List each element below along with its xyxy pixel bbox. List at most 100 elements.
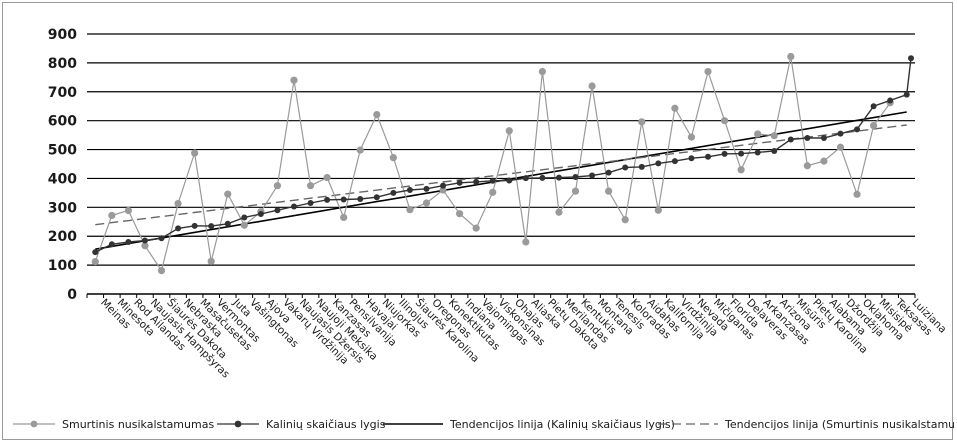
data-point-violent-crime xyxy=(240,221,248,229)
y-tick-label: 800 xyxy=(48,56,77,72)
data-point-incarceration xyxy=(671,158,678,165)
data-point-incarceration xyxy=(787,136,794,143)
y-tick-label: 600 xyxy=(48,114,77,130)
legend-swatch-marker xyxy=(30,420,38,428)
data-point-violent-crime xyxy=(555,208,563,216)
legend-label: Smurtinis nusikalstamumas xyxy=(62,418,214,431)
data-point-incarceration xyxy=(908,55,914,62)
data-point-violent-crime xyxy=(340,213,348,222)
data-point-incarceration xyxy=(738,150,745,157)
data-point-violent-crime xyxy=(91,258,99,266)
data-point-violent-crime xyxy=(174,199,182,208)
data-point-violent-crime xyxy=(654,206,662,214)
legend-label: Kalinių skaičiaus lygis xyxy=(266,418,386,431)
y-tick-label: 300 xyxy=(48,200,77,216)
data-point-violent-crime xyxy=(522,238,530,246)
data-point-incarceration xyxy=(208,223,215,230)
data-point-violent-crime xyxy=(770,132,778,140)
data-point-violent-crime xyxy=(737,166,745,174)
data-point-incarceration xyxy=(489,177,496,184)
data-point-violent-crime xyxy=(588,82,596,90)
data-point-violent-crime xyxy=(406,206,414,214)
data-point-violent-crime xyxy=(754,130,762,138)
data-point-violent-crime xyxy=(638,118,646,126)
data-point-incarceration xyxy=(440,182,447,189)
data-point-incarceration xyxy=(804,135,811,141)
data-point-incarceration xyxy=(191,222,198,229)
data-point-violent-crime xyxy=(803,162,811,170)
data-point-incarceration xyxy=(92,249,99,256)
data-point-incarceration xyxy=(357,195,364,202)
data-point-incarceration xyxy=(456,179,463,186)
data-point-incarceration xyxy=(473,178,480,185)
y-tick-label: 500 xyxy=(48,143,77,159)
data-point-incarceration xyxy=(754,149,761,156)
data-point-violent-crime xyxy=(141,242,149,250)
data-point-incarceration xyxy=(721,150,728,157)
data-point-incarceration xyxy=(522,175,529,182)
data-point-violent-crime xyxy=(472,224,480,232)
data-point-incarceration xyxy=(622,164,629,171)
data-point-incarceration xyxy=(274,207,281,214)
data-point-violent-crime xyxy=(671,104,679,112)
y-tick-label: 400 xyxy=(48,171,77,187)
data-point-violent-crime xyxy=(157,267,166,275)
legend: Smurtinis nusikalstamumas Kalinių skaičia… xyxy=(13,418,957,431)
data-point-incarceration xyxy=(903,91,910,98)
trendline-violent-crime xyxy=(95,124,907,226)
legend-label: Tendencijos linija (Kalinių skaičiaus ly… xyxy=(449,418,675,431)
data-point-incarceration xyxy=(572,174,579,180)
gridlines xyxy=(87,33,915,266)
data-point-violent-crime xyxy=(439,186,447,194)
data-point-incarceration xyxy=(605,169,612,176)
data-point-violent-crime xyxy=(389,154,397,162)
data-point-incarceration xyxy=(655,160,662,167)
data-point-incarceration xyxy=(854,126,861,133)
data-point-violent-crime xyxy=(456,210,464,218)
data-point-incarceration xyxy=(423,185,430,192)
data-point-violent-crime xyxy=(505,127,513,135)
y-tick-label: 0 xyxy=(67,287,77,303)
data-point-violent-crime xyxy=(224,190,232,198)
series-line-violent-crime xyxy=(94,56,891,273)
legend-label: Tendencijos linija (Smurtinis nusikalsta… xyxy=(724,418,954,431)
data-point-violent-crime xyxy=(306,182,315,190)
data-point-violent-crime xyxy=(836,143,845,151)
data-point-violent-crime xyxy=(853,190,861,198)
data-point-incarceration xyxy=(175,225,182,232)
data-point-incarceration xyxy=(158,235,165,242)
data-point-incarceration xyxy=(771,148,778,154)
data-point-incarceration xyxy=(705,153,711,160)
data-point-violent-crime xyxy=(820,157,828,165)
data-point-incarceration xyxy=(141,237,148,244)
data-point-incarceration xyxy=(555,174,562,181)
data-point-incarceration xyxy=(506,177,513,184)
data-point-violent-crime xyxy=(605,187,613,195)
legend-swatch-marker xyxy=(234,420,242,428)
data-point-incarceration xyxy=(241,214,248,221)
y-tick-label: 700 xyxy=(48,85,77,101)
data-point-violent-crime xyxy=(538,67,547,76)
line-chart: 0 100 200 300 400 500 600 700 800 900 MeinasMines… xyxy=(13,27,957,431)
data-point-violent-crime xyxy=(621,216,629,224)
data-point-violent-crime xyxy=(571,187,580,195)
data-point-violent-crime xyxy=(787,52,795,61)
data-point-violent-crime xyxy=(870,121,878,130)
y-tick-label: 200 xyxy=(48,229,77,245)
data-point-violent-crime xyxy=(273,182,282,190)
data-point-incarceration xyxy=(108,241,115,248)
data-point-incarceration xyxy=(373,194,380,201)
data-point-violent-crime xyxy=(290,76,298,84)
data-series xyxy=(91,52,914,275)
data-point-incarceration xyxy=(324,196,331,203)
y-axis-ticks: 0 100 200 300 400 500 600 700 800 900 xyxy=(48,27,77,303)
data-point-incarceration xyxy=(257,210,264,217)
data-point-violent-crime xyxy=(124,206,132,215)
data-point-incarceration xyxy=(887,97,894,104)
data-point-violent-crime xyxy=(687,133,696,141)
data-point-violent-crime xyxy=(323,173,331,182)
data-point-incarceration xyxy=(340,196,347,203)
data-point-violent-crime xyxy=(373,111,381,119)
data-point-incarceration xyxy=(870,103,877,110)
